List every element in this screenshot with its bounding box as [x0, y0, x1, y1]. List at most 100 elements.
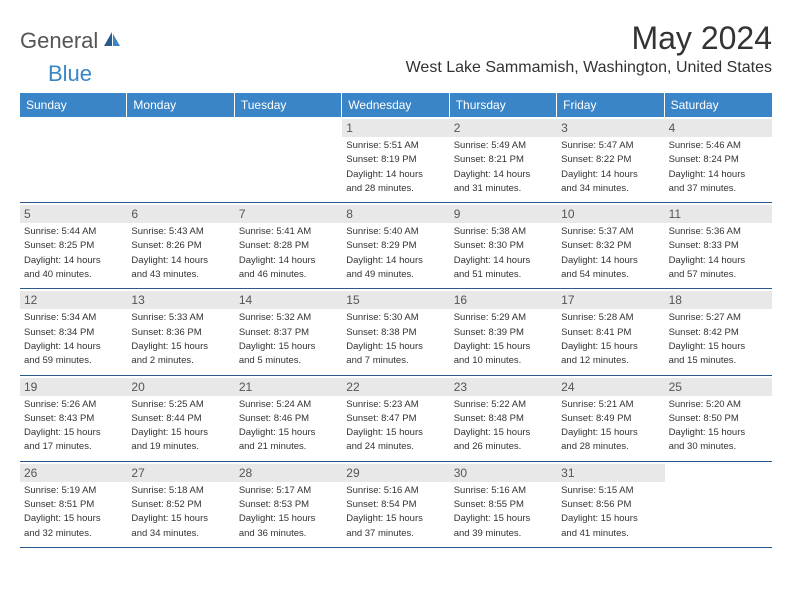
- sunset-text: Sunset: 8:55 PM: [454, 498, 553, 511]
- sunrise-text: Sunrise: 5:28 AM: [561, 311, 660, 324]
- day-cell: 16Sunrise: 5:29 AMSunset: 8:39 PMDayligh…: [450, 289, 557, 374]
- sunset-text: Sunset: 8:25 PM: [24, 239, 123, 252]
- day-cell: 17Sunrise: 5:28 AMSunset: 8:41 PMDayligh…: [557, 289, 664, 374]
- daylight1-text: Daylight: 15 hours: [561, 340, 660, 353]
- daylight1-text: Daylight: 14 hours: [346, 168, 445, 181]
- day-info: Sunrise: 5:32 AMSunset: 8:37 PMDaylight:…: [239, 311, 338, 367]
- day-number: 26: [20, 464, 127, 482]
- sunrise-text: Sunrise: 5:27 AM: [669, 311, 768, 324]
- day-info: Sunrise: 5:41 AMSunset: 8:28 PMDaylight:…: [239, 225, 338, 281]
- daylight1-text: Daylight: 14 hours: [669, 168, 768, 181]
- sunset-text: Sunset: 8:56 PM: [561, 498, 660, 511]
- day-header: Tuesday: [235, 93, 342, 117]
- day-info: Sunrise: 5:17 AMSunset: 8:53 PMDaylight:…: [239, 484, 338, 540]
- sunset-text: Sunset: 8:19 PM: [346, 153, 445, 166]
- sunset-text: Sunset: 8:44 PM: [131, 412, 230, 425]
- empty-cell: [665, 462, 772, 547]
- day-number: 31: [557, 464, 664, 482]
- day-number: 9: [450, 205, 557, 223]
- daylight2-text: and 17 minutes.: [24, 440, 123, 453]
- logo-text-blue: Blue: [48, 61, 92, 86]
- daylight1-text: Daylight: 14 hours: [24, 254, 123, 267]
- day-cell: 5Sunrise: 5:44 AMSunset: 8:25 PMDaylight…: [20, 203, 127, 288]
- sunset-text: Sunset: 8:51 PM: [24, 498, 123, 511]
- daylight2-text: and 24 minutes.: [346, 440, 445, 453]
- day-info: Sunrise: 5:22 AMSunset: 8:48 PMDaylight:…: [454, 398, 553, 454]
- sunrise-text: Sunrise: 5:43 AM: [131, 225, 230, 238]
- logo: General: [20, 28, 122, 54]
- daylight2-text: and 32 minutes.: [24, 527, 123, 540]
- day-cell: 13Sunrise: 5:33 AMSunset: 8:36 PMDayligh…: [127, 289, 234, 374]
- daylight2-text: and 59 minutes.: [24, 354, 123, 367]
- daylight2-text: and 37 minutes.: [669, 182, 768, 195]
- daylight1-text: Daylight: 15 hours: [24, 426, 123, 439]
- day-cell: 21Sunrise: 5:24 AMSunset: 8:46 PMDayligh…: [235, 376, 342, 461]
- daylight1-text: Daylight: 15 hours: [346, 426, 445, 439]
- day-cell: 2Sunrise: 5:49 AMSunset: 8:21 PMDaylight…: [450, 117, 557, 202]
- sunrise-text: Sunrise: 5:33 AM: [131, 311, 230, 324]
- sunrise-text: Sunrise: 5:20 AM: [669, 398, 768, 411]
- daylight2-text: and 26 minutes.: [454, 440, 553, 453]
- day-number: 19: [20, 378, 127, 396]
- day-cell: 31Sunrise: 5:15 AMSunset: 8:56 PMDayligh…: [557, 462, 664, 547]
- sunrise-text: Sunrise: 5:23 AM: [346, 398, 445, 411]
- daylight2-text: and 31 minutes.: [454, 182, 553, 195]
- day-number: 2: [450, 119, 557, 137]
- sunrise-text: Sunrise: 5:37 AM: [561, 225, 660, 238]
- day-number: 21: [235, 378, 342, 396]
- sunrise-text: Sunrise: 5:22 AM: [454, 398, 553, 411]
- daylight1-text: Daylight: 14 hours: [346, 254, 445, 267]
- sunrise-text: Sunrise: 5:36 AM: [669, 225, 768, 238]
- day-cell: 1Sunrise: 5:51 AMSunset: 8:19 PMDaylight…: [342, 117, 449, 202]
- daylight2-text: and 41 minutes.: [561, 527, 660, 540]
- daylight1-text: Daylight: 15 hours: [669, 340, 768, 353]
- day-number: 4: [665, 119, 772, 137]
- daylight1-text: Daylight: 15 hours: [454, 426, 553, 439]
- daylight1-text: Daylight: 15 hours: [669, 426, 768, 439]
- daylight1-text: Daylight: 15 hours: [454, 340, 553, 353]
- day-number: 25: [665, 378, 772, 396]
- sunrise-text: Sunrise: 5:19 AM: [24, 484, 123, 497]
- day-info: Sunrise: 5:43 AMSunset: 8:26 PMDaylight:…: [131, 225, 230, 281]
- sunset-text: Sunset: 8:49 PM: [561, 412, 660, 425]
- day-info: Sunrise: 5:29 AMSunset: 8:39 PMDaylight:…: [454, 311, 553, 367]
- daylight2-text: and 5 minutes.: [239, 354, 338, 367]
- daylight2-text: and 43 minutes.: [131, 268, 230, 281]
- daylight2-text: and 15 minutes.: [669, 354, 768, 367]
- sunset-text: Sunset: 8:43 PM: [24, 412, 123, 425]
- day-number: 28: [235, 464, 342, 482]
- daylight2-text: and 12 minutes.: [561, 354, 660, 367]
- day-cell: 18Sunrise: 5:27 AMSunset: 8:42 PMDayligh…: [665, 289, 772, 374]
- day-cell: 29Sunrise: 5:16 AMSunset: 8:54 PMDayligh…: [342, 462, 449, 547]
- sunset-text: Sunset: 8:29 PM: [346, 239, 445, 252]
- sunset-text: Sunset: 8:48 PM: [454, 412, 553, 425]
- week-row: 1Sunrise: 5:51 AMSunset: 8:19 PMDaylight…: [20, 117, 772, 203]
- daylight2-text: and 30 minutes.: [669, 440, 768, 453]
- day-number: 22: [342, 378, 449, 396]
- daylight1-text: Daylight: 15 hours: [24, 512, 123, 525]
- day-info: Sunrise: 5:51 AMSunset: 8:19 PMDaylight:…: [346, 139, 445, 195]
- day-number: 13: [127, 291, 234, 309]
- sunset-text: Sunset: 8:33 PM: [669, 239, 768, 252]
- sunrise-text: Sunrise: 5:16 AM: [346, 484, 445, 497]
- calendar: SundayMondayTuesdayWednesdayThursdayFrid…: [20, 93, 772, 548]
- empty-cell: [235, 117, 342, 202]
- sunset-text: Sunset: 8:52 PM: [131, 498, 230, 511]
- sunrise-text: Sunrise: 5:38 AM: [454, 225, 553, 238]
- daylight1-text: Daylight: 15 hours: [454, 512, 553, 525]
- sunset-text: Sunset: 8:50 PM: [669, 412, 768, 425]
- day-cell: 4 Sunrise: 5:46 AMSunset: 8:24 PMDaylight…: [665, 117, 772, 202]
- sunrise-text: Sunrise: 5:26 AM: [24, 398, 123, 411]
- day-number: 8: [342, 205, 449, 223]
- day-number: 3: [557, 119, 664, 137]
- daylight1-text: Daylight: 15 hours: [346, 340, 445, 353]
- day-info: Sunrise: 5:28 AMSunset: 8:41 PMDaylight:…: [561, 311, 660, 367]
- day-cell: 8Sunrise: 5:40 AMSunset: 8:29 PMDaylight…: [342, 203, 449, 288]
- day-info: Sunrise: 5:46 AMSunset: 8:24 PMDaylight:…: [669, 139, 768, 195]
- sunset-text: Sunset: 8:21 PM: [454, 153, 553, 166]
- sunrise-text: Sunrise: 5:25 AM: [131, 398, 230, 411]
- day-cell: 30Sunrise: 5:16 AMSunset: 8:55 PMDayligh…: [450, 462, 557, 547]
- day-number: 6: [127, 205, 234, 223]
- daylight2-text: and 57 minutes.: [669, 268, 768, 281]
- empty-cell: [20, 117, 127, 202]
